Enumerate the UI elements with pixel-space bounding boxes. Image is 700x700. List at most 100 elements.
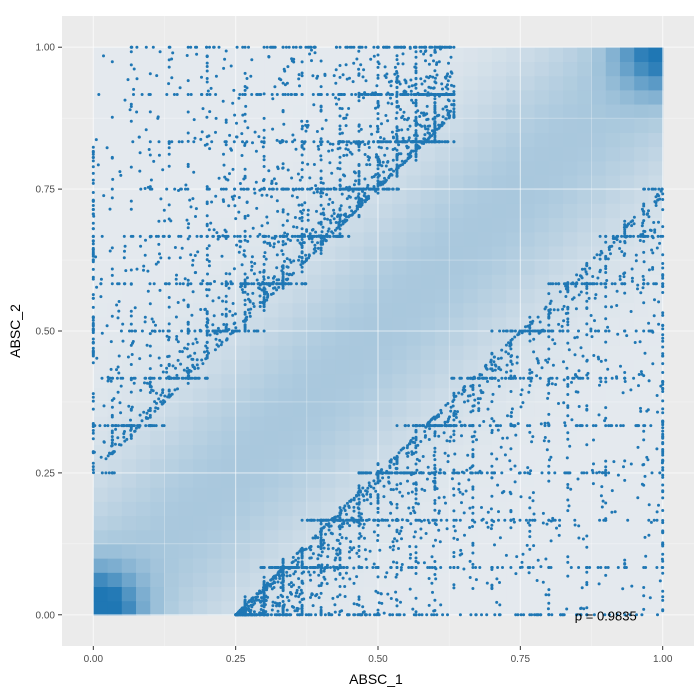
data-point	[400, 128, 404, 132]
density-cell	[107, 203, 123, 219]
data-point	[427, 521, 431, 525]
density-cell	[264, 487, 279, 502]
data-point	[207, 244, 211, 248]
density-cell	[292, 89, 308, 105]
data-point	[237, 250, 241, 254]
data-point	[300, 250, 304, 254]
data-point	[363, 536, 366, 540]
data-point	[332, 212, 336, 215]
density-cell	[121, 444, 137, 460]
data-point	[355, 204, 359, 208]
density-cell	[306, 89, 322, 105]
data-point	[193, 351, 197, 355]
data-point	[440, 140, 444, 144]
density-cell	[378, 387, 393, 403]
density-cell	[349, 231, 365, 247]
density-cell	[164, 501, 180, 517]
data-point	[243, 329, 247, 333]
density-cell	[392, 217, 408, 233]
density-cell	[107, 331, 123, 346]
density-cell	[378, 260, 393, 275]
density-cell	[278, 373, 294, 389]
data-point	[367, 194, 370, 198]
density-cell	[434, 572, 450, 588]
data-point	[201, 362, 205, 366]
density-cell	[591, 600, 607, 616]
data-point	[361, 140, 365, 144]
data-point	[253, 601, 257, 605]
data-point	[325, 193, 329, 197]
density-cell	[378, 373, 393, 389]
data-point	[205, 234, 209, 238]
density-cell	[121, 47, 137, 63]
density-cell	[264, 302, 279, 318]
density-cell	[363, 345, 379, 360]
data-point	[423, 79, 427, 83]
data-point	[618, 274, 622, 278]
data-point	[414, 149, 418, 153]
density-cell	[335, 47, 351, 63]
data-point	[452, 107, 456, 111]
data-point	[394, 116, 398, 120]
density-cell	[506, 472, 521, 488]
density-cell	[321, 572, 336, 588]
density-cell	[591, 103, 607, 119]
data-point	[376, 184, 380, 188]
density-cell	[164, 444, 180, 460]
density-cell	[150, 103, 166, 119]
data-point	[183, 346, 187, 350]
data-point	[630, 279, 634, 283]
data-point	[212, 314, 216, 318]
data-point	[286, 187, 290, 191]
data-point	[310, 237, 314, 241]
data-point	[228, 272, 232, 276]
data-point	[224, 118, 228, 122]
data-point	[362, 96, 365, 100]
density-cell	[121, 174, 137, 190]
density-cell	[121, 160, 137, 176]
data-point	[213, 348, 217, 352]
density-cell	[434, 89, 450, 105]
data-point	[157, 356, 161, 360]
density-cell	[591, 174, 607, 190]
density-cell	[178, 558, 194, 573]
data-point	[231, 197, 235, 201]
data-point	[409, 93, 413, 96]
density-cell	[264, 47, 279, 63]
density-cell	[93, 302, 109, 318]
density-cell	[335, 458, 351, 474]
data-point	[349, 141, 353, 145]
data-point	[201, 279, 205, 283]
data-point	[221, 234, 225, 238]
data-point	[426, 465, 430, 469]
density-cell	[306, 75, 322, 91]
data-point	[189, 282, 193, 286]
density-cell	[264, 430, 279, 446]
density-cell	[392, 118, 408, 133]
data-point	[222, 66, 226, 70]
data-point	[468, 526, 472, 529]
density-cell	[93, 146, 109, 162]
density-cell	[349, 472, 365, 488]
data-point	[407, 136, 411, 140]
density-cell	[463, 472, 479, 488]
density-cell	[477, 203, 493, 219]
density-cell	[278, 359, 294, 375]
data-point	[613, 510, 617, 514]
density-cell	[477, 260, 493, 275]
density-cell	[207, 345, 223, 360]
density-cell	[264, 458, 279, 474]
density-cell	[378, 345, 393, 360]
density-cell	[634, 458, 650, 474]
data-point	[618, 247, 622, 250]
density-cell	[93, 118, 109, 133]
data-point	[386, 91, 390, 95]
data-point	[191, 342, 195, 346]
density-cell	[563, 444, 578, 460]
data-point	[303, 201, 307, 205]
data-point	[355, 551, 359, 555]
data-point	[640, 224, 644, 228]
data-point	[348, 150, 352, 154]
density-cell	[235, 245, 251, 261]
data-point	[361, 75, 365, 79]
